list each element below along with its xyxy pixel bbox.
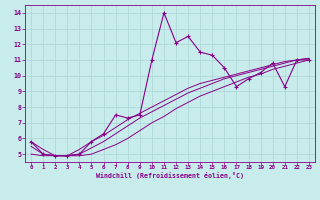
X-axis label: Windchill (Refroidissement éolien,°C): Windchill (Refroidissement éolien,°C) [96,172,244,179]
